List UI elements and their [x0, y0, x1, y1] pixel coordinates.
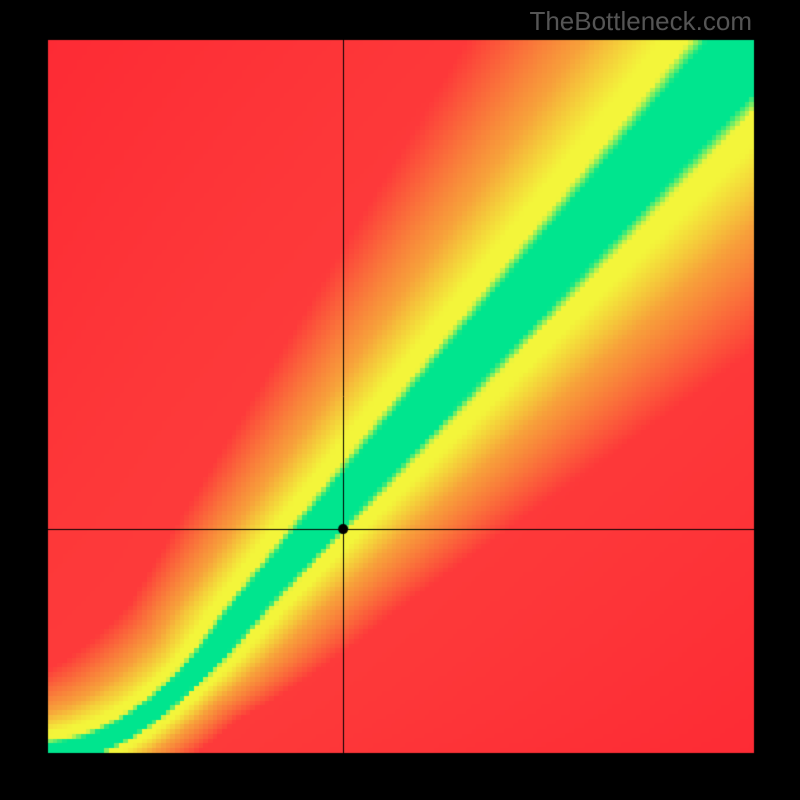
- chart-container: TheBottleneck.com: [0, 0, 800, 800]
- bottleneck-heatmap: [0, 0, 800, 800]
- watermark-text: TheBottleneck.com: [529, 6, 752, 37]
